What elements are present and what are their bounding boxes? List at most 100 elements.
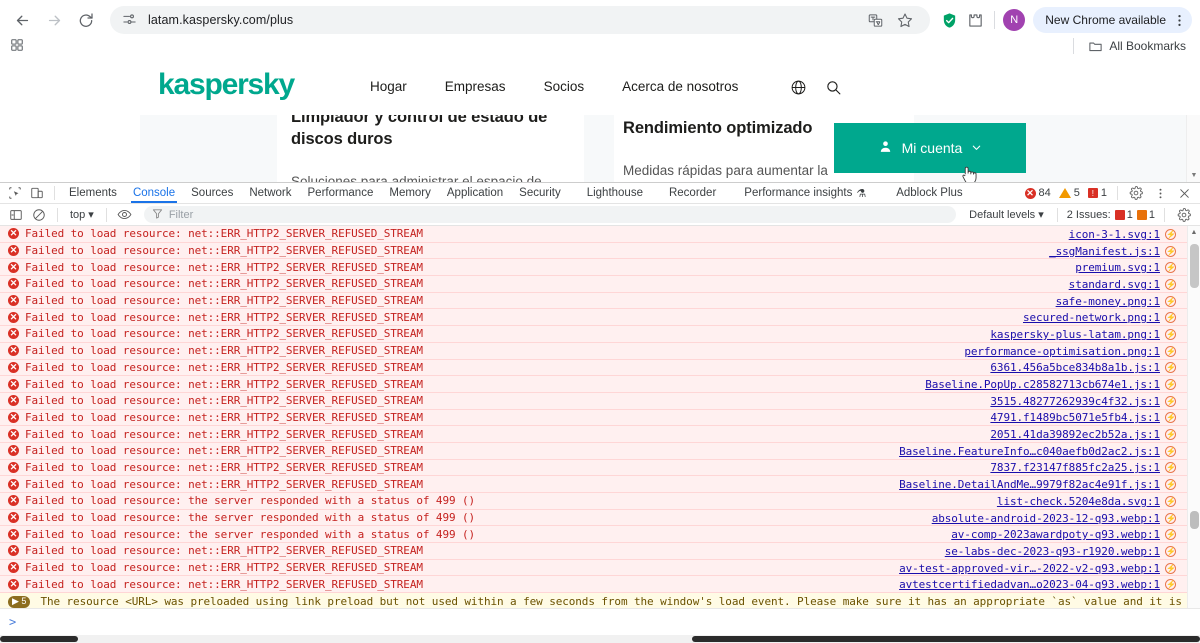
tab-sources[interactable]: Sources [191, 187, 234, 199]
console-source-link[interactable]: av-test-approved-vir…-2022-v2-q93.webp:1 [899, 561, 1160, 575]
console-source-link[interactable]: secured-network.png:1 [1023, 311, 1160, 325]
console-source-link[interactable]: av-comp-2023awardpoty-q93.webp:1 [951, 528, 1160, 542]
back-button[interactable] [8, 6, 36, 34]
console-source-link[interactable]: 7837.f23147f885fc2a25.js:1 [990, 461, 1160, 475]
console-message-row[interactable]: ✕ Failed to load resource: net::ERR_HTTP2… [0, 543, 1200, 560]
console-message-row[interactable]: ✕ Failed to load resource: net::ERR_HTTP2… [0, 226, 1200, 243]
console-message-row[interactable]: ✕ Failed to load resource: net::ERR_HTTP2… [0, 259, 1200, 277]
console-message-row[interactable]: ✕ Failed to load resource: net::ERR_HTTP2… [0, 476, 1200, 493]
tab-adblock-plus[interactable]: Adblock Plus [896, 187, 963, 199]
tab-performance[interactable]: Performance [307, 187, 374, 199]
console-source-link[interactable]: Baseline.DetailAndMe…9979f82ac4e91f.js:1 [899, 478, 1160, 492]
nav-item-socios[interactable]: Socios [543, 79, 585, 94]
console-source-link[interactable]: list-check.5204e8da.svg:1 [996, 494, 1160, 508]
console-message-row[interactable]: ✕ Failed to load resource: net::ERR_HTTP2… [0, 359, 1200, 377]
tab-performance-insights[interactable]: Performance insights ⚗ [736, 183, 874, 203]
console-message-row[interactable]: ✕ Failed to load resource: the server res… [0, 526, 1200, 544]
console-source-link[interactable]: 2051.41da39892ec2b52a.js:1 [990, 428, 1160, 442]
nav-item-acerca-de-nosotros[interactable]: Acerca de nosotros [622, 79, 739, 94]
console-source-link[interactable]: 3515.48277262939c4f32.js:1 [990, 394, 1160, 408]
console-source-link[interactable]: avtestcertifiedadvan…o2023-04-q93.webp:1 [899, 578, 1160, 592]
issue-counter[interactable]: ! 1 [1085, 187, 1110, 199]
device-toolbar-icon[interactable] [26, 183, 48, 203]
log-levels-selector[interactable]: Default levels ▾ [965, 208, 1048, 222]
console-source-link[interactable]: premium.svg:1 [1075, 261, 1160, 275]
kaspersky-logo[interactable]: kaspersky [158, 68, 295, 101]
error-counter[interactable]: ✕ 84 [1022, 187, 1054, 199]
console-input-prompt[interactable]: > [0, 608, 1200, 635]
mi-cuenta-button[interactable]: Mi cuenta [834, 123, 1026, 173]
console-message-row[interactable]: ✕ Failed to load resource: net::ERR_HTTP2… [0, 292, 1200, 310]
console-source-link[interactable]: _ssgManifest.js:1 [1049, 244, 1160, 258]
tab-recorder[interactable]: Recorder [668, 187, 717, 199]
warning-group-count-badge[interactable]: ▶ 5 [8, 595, 31, 608]
console-message-row[interactable]: ✕ Failed to load resource: net::ERR_HTTP2… [0, 426, 1200, 443]
console-message-row[interactable]: ✕ Failed to load resource: net::ERR_HTTP2… [0, 309, 1200, 327]
tab-memory[interactable]: Memory [389, 187, 431, 199]
console-source-link[interactable]: 6361.456a5bce834b8a1b.js:1 [990, 361, 1160, 375]
three-dot-menu-icon[interactable] [1170, 11, 1188, 29]
console-message-row[interactable]: ✕ Failed to load resource: net::ERR_HTTP2… [0, 409, 1200, 427]
console-message-row[interactable]: ✕ Failed to load resource: net::ERR_HTTP2… [0, 376, 1200, 393]
tab-application[interactable]: Application [446, 187, 504, 199]
translate-icon[interactable] [862, 7, 888, 33]
folder-icon[interactable] [1088, 39, 1103, 54]
gear-icon[interactable] [1125, 183, 1147, 203]
tab-console[interactable]: Console [125, 183, 183, 203]
console-source-link[interactable]: Baseline.FeatureInfo…c040aefb0d2ac2.js:1 [899, 444, 1160, 458]
extensions-puzzle-icon[interactable] [962, 7, 988, 33]
console-message-row[interactable]: ✕ Failed to load resource: net::ERR_HTTP2… [0, 342, 1200, 360]
tab-network[interactable]: Network [249, 187, 292, 199]
tab-security[interactable]: Security [519, 187, 561, 199]
site-settings-icon[interactable] [122, 12, 138, 28]
console-scroll-up-arrow-icon[interactable]: ▲ [1190, 229, 1198, 236]
issues-warning-badge[interactable]: 1 [1136, 209, 1155, 221]
globe-icon[interactable] [790, 79, 807, 101]
console-source-link[interactable]: kaspersky-plus-latam.png:1 [990, 327, 1160, 341]
console-message-row[interactable]: ✕ Failed to load resource: net::ERR_HTTP2… [0, 559, 1200, 577]
reload-button[interactable] [72, 6, 100, 34]
bookmark-star-icon[interactable] [892, 7, 918, 33]
console-filter-input[interactable]: Filter [143, 206, 957, 223]
context-selector[interactable]: top ▾ [66, 208, 98, 222]
console-warning-row[interactable]: ▶ 5 The resource <URL> was preloaded usin… [0, 593, 1200, 608]
all-bookmarks-label[interactable]: All Bookmarks [1109, 39, 1186, 53]
issues-error-badge[interactable]: 1 [1114, 209, 1133, 221]
warning-counter[interactable]: 5 [1056, 187, 1083, 199]
console-message-row[interactable]: ✕ Failed to load resource: net::ERR_HTTP2… [0, 576, 1200, 594]
shield-extension-icon[interactable] [936, 7, 962, 33]
tab-elements[interactable]: Elements [69, 187, 117, 199]
devtools-horizontal-scrollbar[interactable] [0, 635, 1200, 643]
issues-label[interactable]: 2 Issues: [1066, 208, 1111, 221]
console-source-link[interactable]: absolute-android-2023-12-q93.webp:1 [931, 511, 1160, 525]
console-message-list[interactable]: ✕ Failed to load resource: net::ERR_HTTP2… [0, 226, 1200, 608]
nav-item-empresas[interactable]: Empresas [444, 79, 506, 94]
console-scrollbar-thumb[interactable] [1190, 244, 1199, 288]
console-source-link[interactable]: performance-optimisation.png:1 [964, 344, 1160, 358]
avatar[interactable]: N [1001, 7, 1027, 33]
console-source-link[interactable]: icon-3-1.svg:1 [1068, 227, 1160, 241]
console-source-link[interactable]: se-labs-dec-2023-q93-r1920.webp:1 [944, 544, 1160, 558]
console-scrollbar[interactable]: ▲ [1187, 226, 1200, 608]
apps-grid-icon[interactable] [10, 38, 26, 54]
console-message-row[interactable]: ✕ Failed to load resource: the server res… [0, 493, 1200, 510]
hscroll-thumb-right[interactable] [692, 636, 1200, 642]
clear-console-icon[interactable] [29, 205, 49, 225]
console-source-link[interactable]: Baseline.PopUp.c28582713cb674e1.js:1 [925, 378, 1160, 392]
console-sidebar-icon[interactable] [6, 205, 26, 225]
hscroll-thumb-left[interactable] [0, 636, 78, 642]
chrome-update-chip[interactable]: New Chrome available [1033, 7, 1192, 33]
console-message-row[interactable]: ✕ Failed to load resource: the server res… [0, 509, 1200, 527]
nav-item-hogar[interactable]: Hogar [370, 79, 407, 94]
console-message-row[interactable]: ✕ Failed to load resource: net::ERR_HTTP2… [0, 442, 1200, 460]
console-settings-gear-icon[interactable] [1174, 205, 1194, 225]
console-message-row[interactable]: ✕ Failed to load resource: net::ERR_HTTP2… [0, 326, 1200, 343]
console-message-row[interactable]: ✕ Failed to load resource: net::ERR_HTTP2… [0, 242, 1200, 260]
address-bar[interactable]: latam.kaspersky.com/plus [110, 6, 931, 34]
console-source-link[interactable]: safe-money.png:1 [1055, 294, 1160, 308]
close-devtools-icon[interactable] [1173, 183, 1195, 203]
inspect-element-icon[interactable] [4, 183, 26, 203]
console-message-row[interactable]: ✕ Failed to load resource: net::ERR_HTTP2… [0, 459, 1200, 477]
console-message-row[interactable]: ✕ Failed to load resource: net::ERR_HTTP2… [0, 392, 1200, 410]
live-expression-eye-icon[interactable] [115, 205, 135, 225]
